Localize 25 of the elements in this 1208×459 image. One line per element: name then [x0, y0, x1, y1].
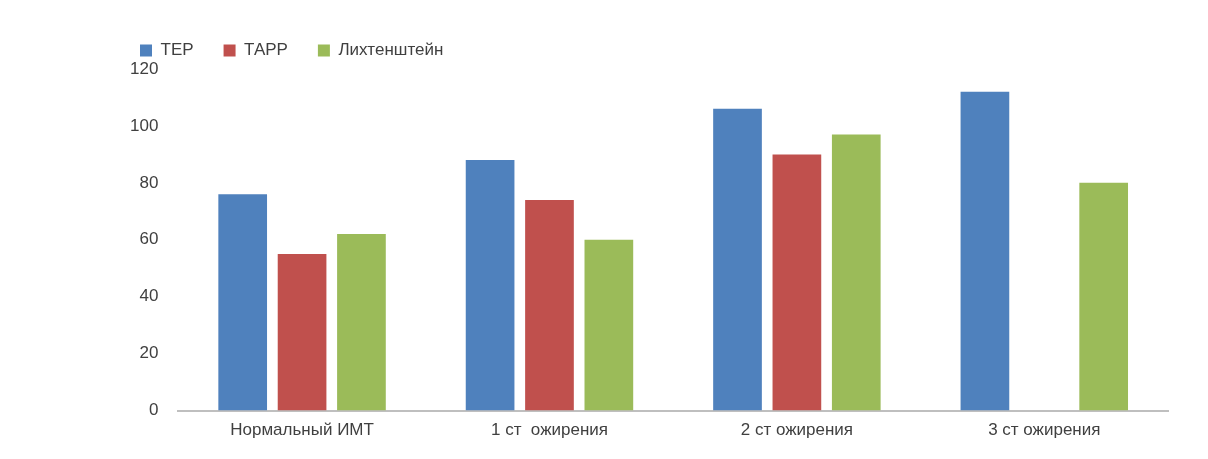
x-tick-label: Нормальный ИМТ [230, 420, 374, 440]
bar [277, 254, 327, 411]
bar [831, 134, 881, 411]
bar [337, 234, 386, 411]
y-tick-label: 0 [148, 400, 159, 420]
y-tick-label: 40 [139, 286, 159, 306]
bar [1079, 182, 1129, 411]
x-tick-label: 1 ст ожирения [490, 420, 608, 440]
y-tick-label: 60 [139, 229, 159, 249]
x-tick-label: 2 ст ожирения [740, 420, 854, 440]
y-tick-label: 80 [139, 172, 159, 192]
bar [584, 239, 634, 411]
legend-label: ТЕР [160, 40, 194, 60]
legend-label: Лихтенштейн [338, 40, 444, 60]
bar [772, 154, 822, 411]
bar [525, 199, 574, 411]
bar [713, 108, 762, 411]
bar [218, 194, 268, 411]
bar [960, 91, 1010, 411]
legend-label: ТАРР [244, 40, 288, 60]
y-tick-label: 120 [129, 58, 159, 78]
y-tick-label: 100 [129, 115, 159, 135]
bar [465, 160, 515, 411]
y-tick-label: 20 [139, 343, 159, 363]
x-tick-label: 3 ст ожирения [988, 420, 1101, 440]
